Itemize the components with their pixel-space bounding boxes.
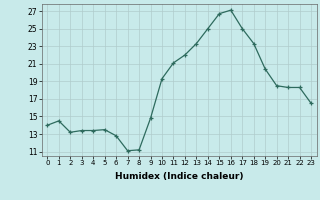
X-axis label: Humidex (Indice chaleur): Humidex (Indice chaleur) [115, 172, 244, 181]
